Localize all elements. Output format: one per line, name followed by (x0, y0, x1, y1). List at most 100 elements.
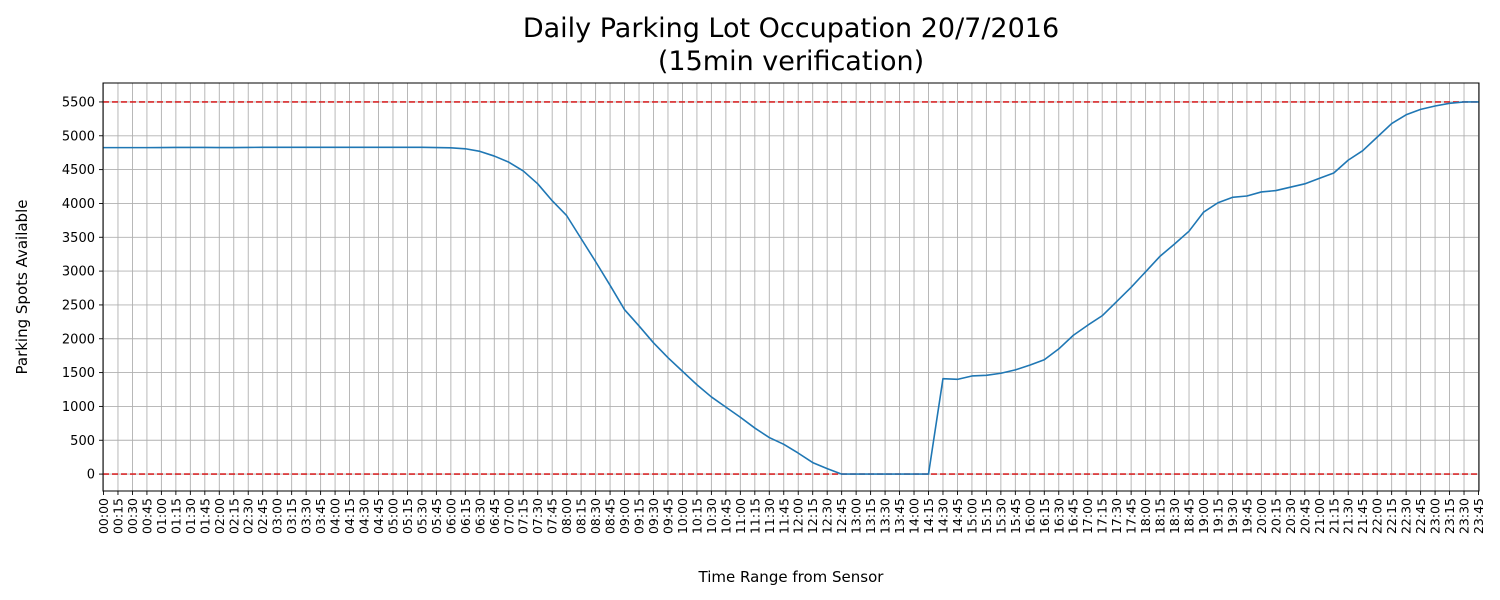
x-axis: 00:00 00:15 00:30 00:45 01:00 01:15 01:30 01:45… (96, 491, 1486, 534)
x-tick-label: 08:15 (574, 498, 589, 534)
y-tick-label: 3500 (62, 231, 95, 246)
x-tick-label: 05:45 (429, 498, 444, 534)
x-tick-label: 16:30 (1051, 498, 1066, 534)
series-line-layer (103, 101, 1479, 475)
x-tick-label: 15:30 (993, 498, 1008, 534)
y-tick-label: 1500 (62, 366, 95, 381)
x-tick-label: 09:45 (660, 498, 675, 534)
x-tick-label: 07:30 (530, 498, 545, 534)
x-tick-label: 13:15 (863, 498, 878, 534)
x-tick-label: 23:45 (1471, 498, 1486, 534)
x-tick-label: 11:45 (776, 498, 791, 534)
x-tick-label: 00:15 (110, 498, 125, 534)
x-tick-label: 12:00 (791, 498, 806, 534)
y-tick-label: 5500 (62, 95, 95, 110)
x-tick-label: 17:45 (1124, 498, 1139, 534)
x-tick-label: 10:45 (718, 498, 733, 534)
x-tick-label: 17:15 (1095, 498, 1110, 534)
x-tick-label: 11:00 (733, 498, 748, 534)
x-tick-label: 03:45 (313, 498, 328, 534)
x-tick-label: 21:00 (1312, 498, 1327, 534)
x-tick-label: 16:15 (1037, 498, 1052, 534)
x-tick-label: 12:45 (834, 498, 849, 534)
x-tick-label: 19:15 (1210, 498, 1225, 534)
x-tick-label: 02:00 (212, 498, 227, 534)
x-tick-label: 05:15 (400, 498, 415, 534)
x-tick-label: 06:30 (472, 498, 487, 534)
x-tick-label: 01:30 (183, 498, 198, 534)
x-tick-label: 19:30 (1225, 498, 1240, 534)
x-tick-label: 22:45 (1413, 498, 1428, 534)
x-tick-label: 06:15 (458, 498, 473, 534)
y-tick-label: 4500 (62, 163, 95, 178)
x-tick-label: 13:45 (892, 498, 907, 534)
y-tick-label: 2000 (62, 332, 95, 347)
x-tick-label: 00:45 (139, 498, 154, 534)
x-tick-label: 06:45 (487, 498, 502, 534)
x-tick-label: 10:30 (704, 498, 719, 534)
x-tick-label: 10:15 (689, 498, 704, 534)
x-tick-label: 20:00 (1254, 498, 1269, 534)
x-tick-label: 10:00 (675, 498, 690, 534)
y-tick-label: 1000 (62, 400, 95, 415)
chart-title: Daily Parking Lot Occupation 20/7/2016 (523, 13, 1059, 44)
x-tick-label: 05:30 (414, 498, 429, 534)
y-tick-label: 2500 (62, 298, 95, 313)
x-tick-label: 16:45 (1066, 498, 1081, 534)
chart-subtitle: (15min verification) (658, 46, 924, 77)
x-tick-label: 14:45 (950, 498, 965, 534)
y-tick-label: 0 (87, 468, 95, 483)
x-tick-label: 20:15 (1268, 498, 1283, 534)
x-tick-label: 09:15 (632, 498, 647, 534)
x-tick-label: 00:30 (125, 498, 140, 534)
series-line (103, 101, 1479, 475)
x-tick-label: 07:15 (516, 498, 531, 534)
y-tick-label: 500 (70, 434, 95, 449)
x-tick-label: 02:45 (255, 498, 270, 534)
x-tick-label: 21:30 (1341, 498, 1356, 534)
x-tick-label: 09:30 (646, 498, 661, 534)
x-tick-label: 11:15 (747, 498, 762, 534)
x-tick-label: 21:15 (1326, 498, 1341, 534)
x-tick-label: 03:15 (284, 498, 299, 534)
x-tick-label: 07:00 (501, 498, 516, 534)
x-tick-label: 13:00 (849, 498, 864, 534)
x-tick-label: 09:00 (617, 498, 632, 534)
x-tick-label: 18:15 (1153, 498, 1168, 534)
x-tick-label: 23:30 (1457, 498, 1472, 534)
x-tick-label: 18:30 (1167, 498, 1182, 534)
x-tick-label: 03:00 (270, 498, 285, 534)
x-tick-label: 21:45 (1355, 498, 1370, 534)
x-tick-label: 18:00 (1138, 498, 1153, 534)
x-tick-label: 03:30 (299, 498, 314, 534)
x-tick-label: 14:15 (921, 498, 936, 534)
y-axis: 0 500 1000 1500 2000 2500 3000 3500 4000 4500 5000… (62, 95, 103, 483)
x-tick-label: 08:45 (603, 498, 618, 534)
x-tick-label: 04:30 (357, 498, 372, 534)
x-tick-label: 02:30 (241, 498, 256, 534)
x-tick-label: 08:00 (559, 498, 574, 534)
x-tick-label: 12:30 (820, 498, 835, 534)
x-tick-label: 04:15 (342, 498, 357, 534)
x-tick-label: 23:00 (1428, 498, 1443, 534)
x-tick-label: 05:00 (385, 498, 400, 534)
x-tick-label: 20:45 (1297, 498, 1312, 534)
x-tick-label: 16:00 (1022, 498, 1037, 534)
reference-lines (103, 101, 1479, 475)
x-tick-label: 02:15 (226, 498, 241, 534)
x-tick-label: 12:15 (805, 498, 820, 534)
plot-frame (102, 82, 1480, 492)
x-tick-label: 08:30 (588, 498, 603, 534)
x-tick-label: 13:30 (878, 498, 893, 534)
x-tick-label: 18:45 (1182, 498, 1197, 534)
y-tick-label: 4000 (62, 197, 95, 212)
grid (103, 83, 1479, 491)
x-tick-label: 17:00 (1080, 498, 1095, 534)
x-tick-label: 04:00 (328, 498, 343, 534)
x-tick-label: 00:00 (96, 498, 111, 534)
x-tick-label: 22:15 (1384, 498, 1399, 534)
x-tick-label: 14:30 (935, 498, 950, 534)
y-axis-label: Parking Spots Available (13, 200, 31, 375)
x-axis-label: Time Range from Sensor (698, 568, 885, 586)
